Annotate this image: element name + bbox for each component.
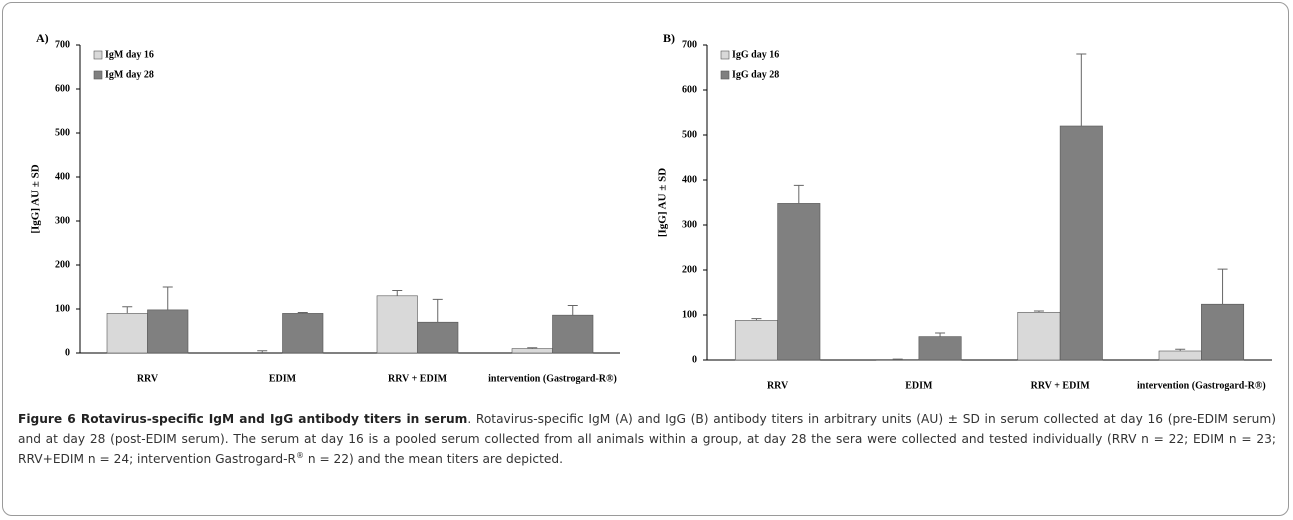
bar bbox=[918, 336, 962, 361]
error-bar bbox=[1217, 268, 1228, 305]
bar bbox=[552, 314, 594, 354]
error-bar bbox=[257, 350, 268, 353]
y-tick-label: 0 bbox=[692, 354, 697, 365]
y-tick-label: 500 bbox=[55, 127, 70, 138]
error-bar bbox=[1033, 310, 1044, 313]
caption-sup: ® bbox=[295, 450, 304, 460]
bar bbox=[1059, 125, 1103, 361]
legend-label: IgG day 16 bbox=[732, 49, 779, 60]
bar bbox=[777, 203, 821, 361]
error-bar bbox=[297, 312, 308, 314]
x-tick-label: RRV bbox=[137, 373, 159, 384]
x-tick-label: RRV bbox=[767, 380, 789, 391]
y-tick-label: 600 bbox=[55, 83, 70, 94]
y-tick-label: 400 bbox=[682, 174, 697, 185]
caption: Figure 6 Rotavirus-specific IgM and IgG … bbox=[18, 409, 1276, 469]
y-tick-label: 400 bbox=[55, 171, 70, 182]
x-tick-label: EDIM bbox=[269, 373, 297, 384]
x-tick-label: RRV + EDIM bbox=[388, 373, 448, 384]
y-axis-label: [IgG] AU ± SD bbox=[30, 164, 42, 233]
panel-label: A) bbox=[36, 31, 49, 45]
y-tick-label: 500 bbox=[682, 129, 697, 140]
x-tick-label: intervention (Gastrogard-R®) bbox=[488, 373, 617, 384]
error-bar bbox=[1175, 348, 1186, 351]
legend-label: IgM day 28 bbox=[105, 69, 154, 80]
error-bar bbox=[392, 290, 403, 296]
bar bbox=[147, 309, 189, 354]
y-tick-label: 100 bbox=[55, 303, 70, 314]
bar bbox=[1158, 350, 1202, 361]
y-tick-label: 600 bbox=[682, 84, 697, 95]
bar bbox=[417, 321, 459, 354]
error-bar bbox=[527, 347, 538, 349]
x-tick-label: EDIM bbox=[905, 380, 933, 391]
y-tick-label: 700 bbox=[682, 39, 697, 50]
caption-title: Figure 6 Rotavirus-specific IgM and IgG … bbox=[18, 412, 468, 426]
error-bar bbox=[751, 318, 762, 321]
y-tick-label: 700 bbox=[55, 39, 70, 50]
y-axis-label: [IgG] AU ± SD bbox=[657, 168, 669, 237]
legend-swatch bbox=[720, 50, 730, 60]
legend-label: IgG day 28 bbox=[732, 69, 779, 80]
y-tick-label: 200 bbox=[682, 264, 697, 275]
bar bbox=[1017, 311, 1061, 361]
y-tick-label: 0 bbox=[65, 347, 70, 358]
bar bbox=[106, 313, 148, 354]
bar bbox=[1201, 303, 1245, 361]
error-bar bbox=[162, 286, 173, 310]
bar bbox=[734, 320, 778, 361]
error-bar bbox=[567, 304, 578, 316]
error-bar bbox=[935, 332, 946, 337]
panel-label: B) bbox=[663, 31, 675, 45]
error-bar bbox=[1076, 53, 1087, 126]
error-bar bbox=[793, 184, 804, 204]
caption-end: n = 22) and the mean titers are depicted… bbox=[303, 452, 563, 466]
y-tick-label: 100 bbox=[682, 309, 697, 320]
legend-swatch bbox=[93, 70, 103, 80]
x-tick-label: RRV + EDIM bbox=[1031, 380, 1091, 391]
y-tick-label: 300 bbox=[55, 215, 70, 226]
legend-swatch bbox=[720, 70, 730, 80]
bar bbox=[511, 348, 553, 354]
legend-label: IgM day 16 bbox=[105, 49, 154, 60]
legend-swatch bbox=[93, 50, 103, 60]
error-bar bbox=[432, 298, 443, 323]
charts: A) [IgG] AU ± SD 0 100 200 300 400 500 600 700 RRV… bbox=[30, 31, 1272, 391]
x-tick-label: intervention (Gastrogard-R®) bbox=[1137, 380, 1266, 391]
y-tick-label: 300 bbox=[682, 219, 697, 230]
caption-text: . Rotavirus-specific IgM (A) and IgG (B)… bbox=[18, 412, 1276, 466]
y-tick-label: 200 bbox=[55, 259, 70, 270]
bar bbox=[376, 295, 418, 354]
error-bar bbox=[122, 306, 133, 314]
bar bbox=[282, 313, 324, 354]
